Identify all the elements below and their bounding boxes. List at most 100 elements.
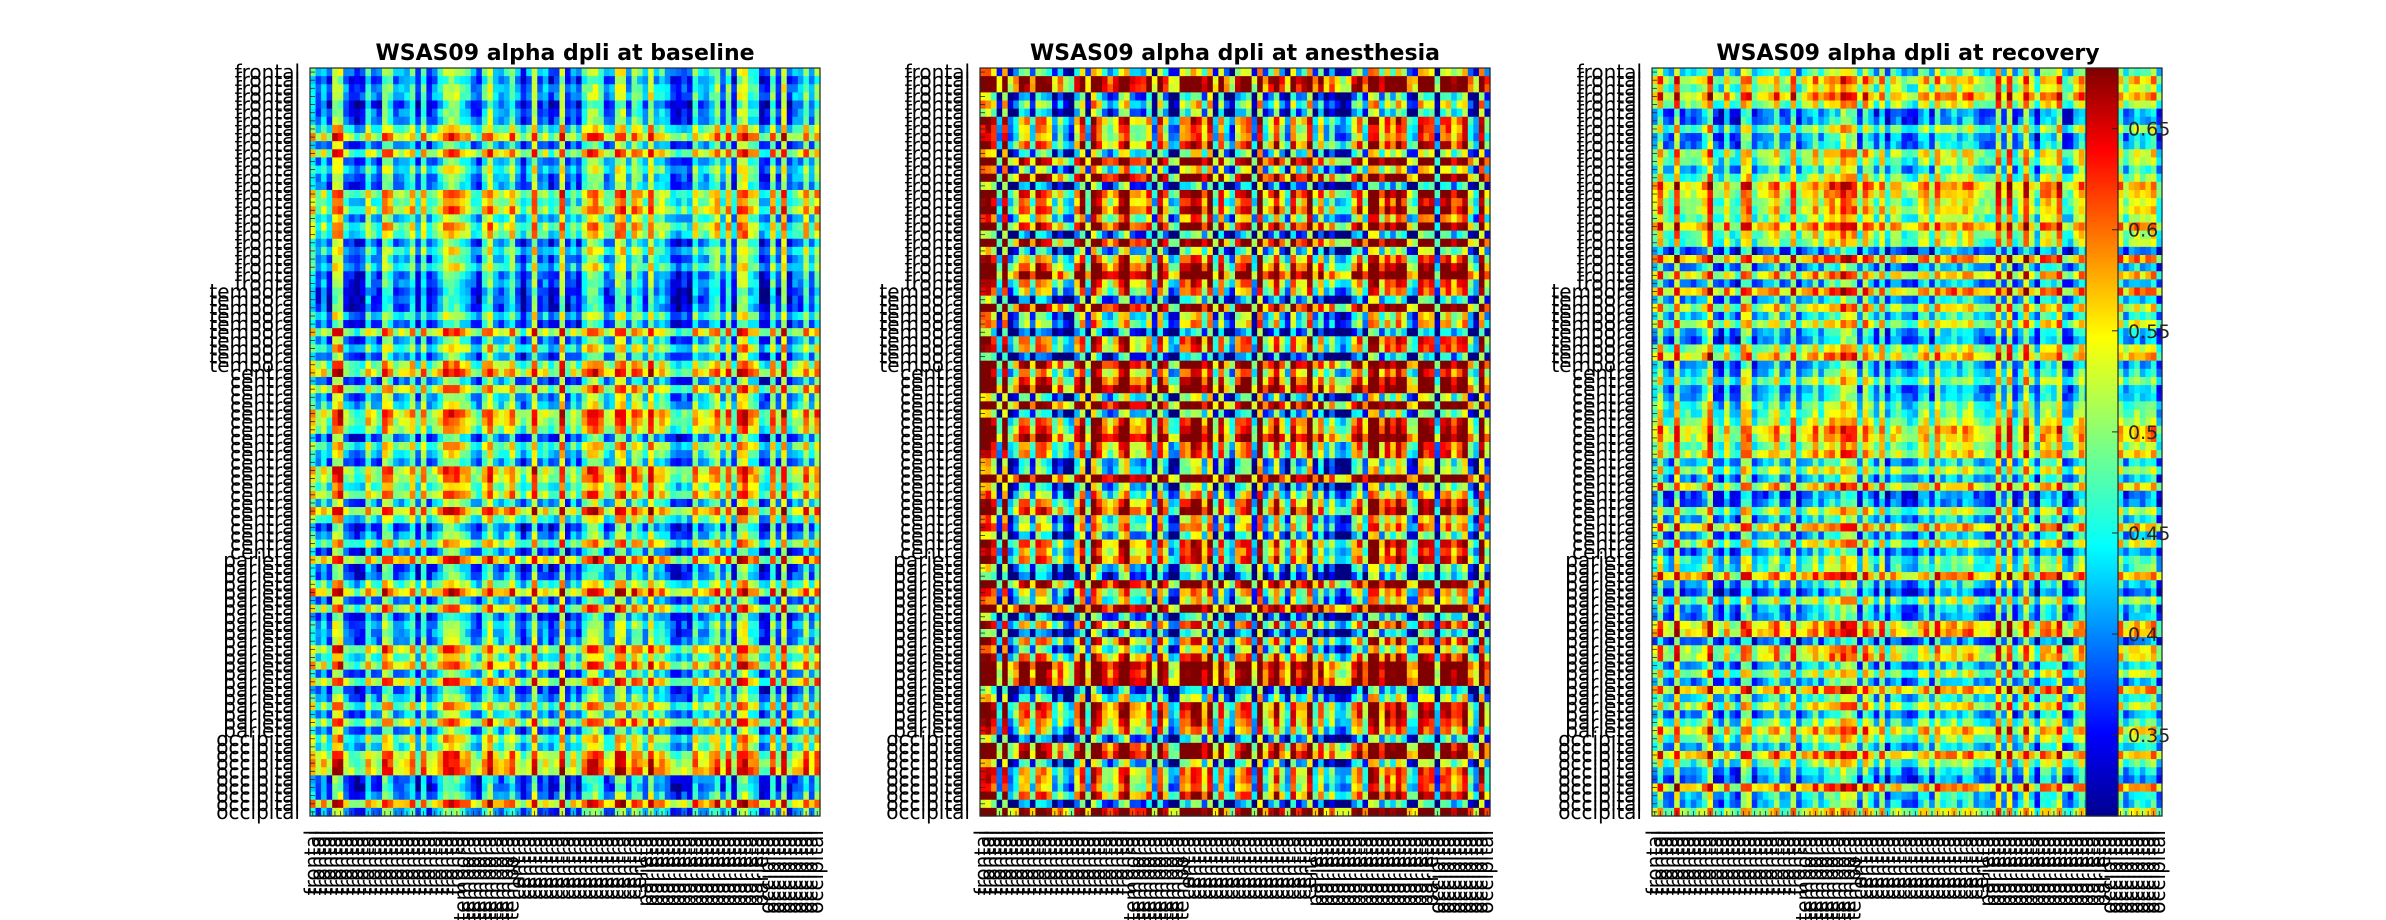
heatmap-cell — [476, 182, 482, 191]
heatmap-cell — [781, 166, 787, 175]
heatmap-cell — [693, 361, 699, 370]
heatmap-cell — [476, 149, 482, 158]
heatmap-cell — [565, 125, 571, 134]
heatmap-cell — [565, 344, 571, 353]
heatmap-cell — [532, 166, 538, 175]
heatmap-cell — [482, 434, 488, 443]
heatmap-cell — [332, 409, 338, 418]
heatmap-cell — [504, 450, 510, 459]
heatmap-cell — [781, 328, 787, 337]
heatmap-cell — [321, 344, 327, 353]
heatmap-cell — [559, 369, 565, 378]
heatmap-cell — [720, 483, 726, 492]
heatmap-cell — [609, 255, 615, 264]
heatmap-cell — [654, 450, 660, 459]
heatmap-cell — [399, 125, 405, 134]
heatmap-cell — [715, 336, 721, 345]
heatmap-cell — [582, 117, 588, 126]
heatmap-cell — [626, 450, 632, 459]
heatmap-cell — [537, 475, 543, 484]
heatmap-cell — [670, 426, 676, 435]
heatmap-cell — [637, 491, 643, 500]
heatmap-cell — [781, 231, 787, 240]
heatmap-cell — [659, 288, 665, 297]
heatmap-cell — [770, 182, 776, 191]
heatmap-cell — [609, 174, 615, 183]
heatmap-cell — [426, 507, 432, 516]
heatmap-cell — [510, 125, 516, 134]
heatmap-cell — [720, 247, 726, 256]
heatmap-cell — [654, 458, 660, 467]
heatmap-cell — [687, 263, 693, 272]
heatmap-cell — [787, 68, 793, 77]
heatmap-cell — [770, 222, 776, 231]
heatmap-cell — [537, 214, 543, 223]
heatmap-cell — [543, 92, 549, 101]
heatmap-cell — [742, 231, 748, 240]
heatmap-cell — [659, 466, 665, 475]
heatmap-cell — [554, 231, 560, 240]
heatmap-cell — [726, 247, 732, 256]
heatmap-cell — [765, 141, 771, 150]
heatmap-cell — [532, 279, 538, 288]
heatmap-cell — [498, 149, 504, 158]
heatmap-cell — [404, 101, 410, 110]
heatmap-cell — [620, 499, 626, 508]
heatmap-cell — [720, 255, 726, 264]
heatmap-cell — [377, 385, 383, 394]
heatmap-cell — [587, 125, 593, 134]
heatmap-cell — [515, 296, 521, 305]
heatmap-cell — [643, 255, 649, 264]
heatmap-cell — [654, 499, 660, 508]
heatmap-cell — [792, 133, 798, 142]
heatmap-cell — [465, 434, 471, 443]
heatmap-cell — [748, 312, 754, 321]
heatmap-cell — [354, 166, 360, 175]
heatmap-cell — [643, 206, 649, 215]
heatmap-cell — [543, 499, 549, 508]
heatmap-cell — [399, 361, 405, 370]
heatmap-cell — [748, 336, 754, 345]
heatmap-cell — [338, 182, 344, 191]
heatmap-cell — [665, 336, 671, 345]
heatmap-cell — [449, 499, 455, 508]
heatmap-cell — [587, 263, 593, 272]
heatmap-cell — [726, 263, 732, 272]
heatmap-cell — [643, 68, 649, 77]
heatmap-cell — [704, 68, 710, 77]
heatmap-cell — [792, 385, 798, 394]
heatmap-cell — [720, 369, 726, 378]
heatmap-cell — [360, 361, 366, 370]
heatmap-cell — [787, 369, 793, 378]
heatmap-cell — [537, 377, 543, 386]
heatmap-cell — [582, 450, 588, 459]
heatmap-cell — [543, 214, 549, 223]
heatmap-cell — [316, 92, 322, 101]
heatmap-cell — [537, 271, 543, 280]
heatmap-cell — [377, 255, 383, 264]
heatmap-cell — [576, 68, 582, 77]
heatmap-cell — [421, 426, 427, 435]
heatmap-cell — [759, 247, 765, 256]
heatmap-cell — [803, 255, 809, 264]
heatmap-cell — [410, 491, 416, 500]
heatmap-cell — [521, 434, 527, 443]
heatmap-cell — [449, 182, 455, 191]
heatmap-cell — [404, 442, 410, 451]
heatmap-cell — [637, 336, 643, 345]
heatmap-cell — [726, 182, 732, 191]
heatmap-cell — [654, 133, 660, 142]
heatmap-cell — [471, 149, 477, 158]
heatmap-cell — [426, 247, 432, 256]
heatmap-cell — [687, 157, 693, 166]
heatmap-cell — [410, 344, 416, 353]
heatmap-cell — [609, 483, 615, 492]
heatmap-cell — [377, 214, 383, 223]
heatmap-cell — [426, 426, 432, 435]
heatmap-cell — [593, 125, 599, 134]
heatmap-cell — [476, 231, 482, 240]
heatmap-cell — [443, 312, 449, 321]
heatmap-cell — [776, 491, 782, 500]
heatmap-cell — [388, 458, 394, 467]
heatmap-cell — [554, 109, 560, 118]
